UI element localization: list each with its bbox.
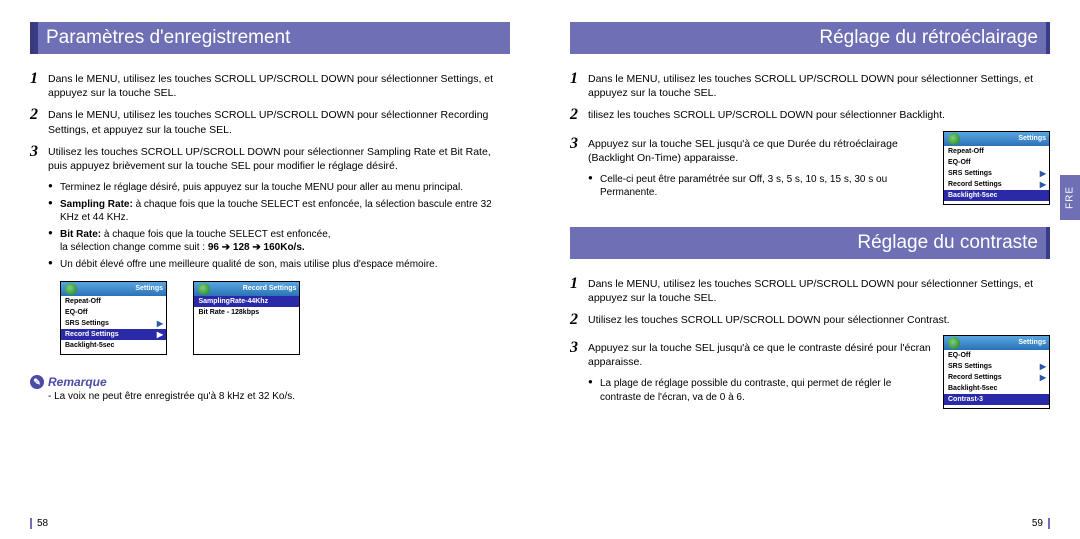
globe-icon	[198, 283, 210, 295]
text: la sélection change comme suit :	[60, 242, 208, 253]
globe-icon	[948, 133, 960, 145]
mini-row: SRS Settings▶	[944, 361, 1049, 372]
bullet: Sampling Rate: à chaque fois que la touc…	[30, 198, 510, 225]
mini-title: Settings	[135, 285, 163, 292]
language-tab-fre: FRE	[1060, 175, 1080, 220]
mini-title: Settings	[1018, 339, 1046, 346]
step-text: Dans le MENU, utilisez les touches SCROL…	[588, 73, 1033, 99]
remark-text: - La voix ne peut être enregistrée qu'à …	[30, 391, 510, 402]
section-header-recording: Paramètres d'enregistrement	[30, 22, 510, 54]
page-number: 58	[30, 518, 48, 529]
step-3: 3Appuyez sur la touche SEL jusqu'à ce qu…	[570, 341, 931, 369]
mini-title: Record Settings	[243, 285, 297, 292]
globe-icon	[948, 337, 960, 349]
step-text: tilisez les touches SCROLL UP/SCROLL DOW…	[588, 109, 945, 121]
section-header-contrast: Réglage du contraste	[570, 227, 1050, 259]
step-num: 3	[570, 133, 578, 155]
mini-screen-contrast: Settings EQ-Off SRS Settings▶ Record Set…	[943, 335, 1050, 409]
step-text: Utilisez les touches SCROLL UP/SCROLL DO…	[588, 314, 950, 326]
mini-row: EQ-Off	[944, 350, 1049, 361]
step-num: 3	[30, 141, 38, 163]
mini-header: Record Settings	[194, 282, 299, 296]
step-num: 2	[570, 309, 578, 331]
bullet: Celle-ci peut être paramétrée sur Off, 3…	[570, 173, 931, 200]
step-num: 2	[570, 104, 578, 126]
mini-row: Backlight-5sec	[61, 340, 166, 351]
step-3: 3Utilisez les touches SCROLL UP/SCROLL D…	[30, 145, 510, 173]
text: à chaque fois que la touche SELECT est e…	[101, 229, 330, 240]
step-num: 1	[30, 68, 38, 90]
mini-screen-record: Record Settings SamplingRate-44Khz Bit R…	[193, 281, 300, 355]
section-header-backlight: Réglage du rétroéclairage	[570, 22, 1050, 54]
mini-row: SRS Settings▶	[61, 318, 166, 329]
bullet: Terminez le réglage désiré, puis appuyez…	[30, 181, 510, 195]
mini-header: Settings	[944, 132, 1049, 146]
step-2: 2tilisez les touches SCROLL UP/SCROLL DO…	[570, 108, 1050, 122]
mini-screen-settings: Settings Repeat-Off EQ-Off SRS Settings▶…	[60, 281, 167, 355]
mini-row: Repeat-Off	[944, 146, 1049, 157]
step-text: Appuyez sur la touche SEL jusqu'à ce que…	[588, 342, 931, 368]
globe-icon	[65, 283, 77, 295]
step-2: 2Dans le MENU, utilisez les touches SCRO…	[30, 108, 510, 136]
remark-text-label: Remarque	[48, 375, 107, 389]
step-num: 1	[570, 273, 578, 295]
page-58: Paramètres d'enregistrement 1Dans le MEN…	[0, 0, 540, 539]
step-num: 2	[30, 104, 38, 126]
manual-spread: Paramètres d'enregistrement 1Dans le MEN…	[0, 0, 1080, 539]
step-with-screen: 3 Appuyez sur la touche SEL jusqu'à ce qu…	[570, 131, 1050, 205]
mini-row-selected: Contrast-3	[944, 394, 1049, 405]
step-text: Utilisez les touches SCROLL UP/SCROLL DO…	[48, 146, 491, 172]
step-2: 2Utilisez les touches SCROLL UP/SCROLL D…	[570, 313, 1050, 327]
step-text: Dans le MENU, utilisez les touches SCROL…	[588, 278, 1033, 304]
step-text: Dans le MENU, utilisez les touches SCROL…	[48, 73, 493, 99]
screens-row: Settings Repeat-Off EQ-Off SRS Settings▶…	[60, 281, 510, 355]
mini-row: Record Settings▶	[944, 179, 1049, 190]
mini-row: Repeat-Off	[61, 296, 166, 307]
step-1: 1Dans le MENU, utilisez les touches SCRO…	[570, 72, 1050, 100]
mini-row: Bit Rate - 128kbps	[194, 307, 299, 318]
label: Bit Rate:	[60, 229, 101, 240]
page-number: 59	[1032, 518, 1050, 529]
mini-row-selected: SamplingRate-44Khz	[194, 296, 299, 307]
bullet: Bit Rate: à chaque fois que la touche SE…	[30, 228, 510, 255]
mini-screen-backlight: Settings Repeat-Off EQ-Off SRS Settings▶…	[943, 131, 1050, 205]
mini-row: Record Settings▶	[944, 372, 1049, 383]
mini-row-selected: Backlight-5sec	[944, 190, 1049, 201]
mini-header: Settings	[61, 282, 166, 296]
step-num: 1	[570, 68, 578, 90]
step-text: Dans le MENU, utilisez les touches SCROL…	[48, 109, 488, 135]
note-icon: ✎	[30, 375, 44, 389]
step-1: 1Dans le MENU, utilisez les touches SCRO…	[570, 277, 1050, 305]
step-text: Appuyez sur la touche SEL jusqu'à ce que…	[588, 138, 898, 164]
mini-row: EQ-Off	[944, 157, 1049, 168]
mini-row: SRS Settings▶	[944, 168, 1049, 179]
mini-row-selected: Record Settings▶	[61, 329, 166, 340]
label: Sampling Rate:	[60, 199, 133, 210]
step-num: 3	[570, 337, 578, 359]
mini-header: Settings	[944, 336, 1049, 350]
mini-row: EQ-Off	[61, 307, 166, 318]
step-with-screen: 3 Appuyez sur la touche SEL jusqu'à ce qu…	[570, 335, 1050, 409]
bullet: Un débit élevé offre une meilleure quali…	[30, 258, 510, 272]
step-1: 1Dans le MENU, utilisez les touches SCRO…	[30, 72, 510, 100]
mini-row: Backlight-5sec	[944, 383, 1049, 394]
bullet: La plage de réglage possible du contrast…	[570, 377, 931, 404]
text-bold: 96 ➔ 128 ➔ 160Ko/s.	[208, 242, 305, 253]
step-3: 3Appuyez sur la touche SEL jusqu'à ce qu…	[570, 137, 931, 165]
page-59: Réglage du rétroéclairage 1Dans le MENU,…	[540, 0, 1080, 539]
remark-label: ✎ Remarque	[30, 375, 510, 389]
mini-title: Settings	[1018, 135, 1046, 142]
